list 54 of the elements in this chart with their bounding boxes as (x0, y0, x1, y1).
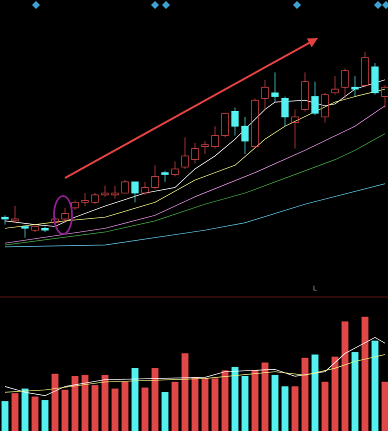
bar (12, 393, 18, 431)
candlestick (281, 96, 289, 127)
candlestick (201, 140, 209, 154)
candlestick (241, 116, 249, 154)
candlestick (351, 76, 359, 97)
candlestick (41, 226, 49, 232)
bar (262, 362, 268, 431)
bar (142, 387, 148, 431)
candlestick (361, 52, 369, 88)
candlestick (271, 72, 279, 102)
bar (122, 382, 128, 431)
candlestick (321, 92, 329, 123)
bar (2, 401, 8, 431)
candlestick (291, 109, 299, 149)
bar (52, 374, 58, 431)
bar (272, 374, 278, 431)
candlestick (191, 142, 199, 164)
bar (232, 366, 238, 431)
candlestick (121, 180, 129, 194)
candlestick (101, 185, 109, 198)
bar (322, 382, 328, 431)
bar (382, 382, 388, 431)
candlestick (11, 206, 19, 224)
candlestick (231, 107, 239, 136)
candlestick (31, 224, 39, 232)
candlestick (21, 226, 29, 238)
candlestick (161, 170, 169, 182)
bar (32, 396, 38, 431)
candlestick (171, 161, 179, 177)
candlestick (251, 98, 259, 149)
bar (242, 376, 248, 431)
candlestick (111, 185, 119, 199)
candlestick (81, 192, 89, 206)
candlestick (371, 62, 379, 96)
candlestick (261, 79, 269, 110)
candlestick (1, 214, 9, 225)
bar (302, 358, 308, 431)
candlestick (61, 208, 69, 224)
candlestick (91, 192, 99, 205)
bar (42, 400, 48, 431)
bar (132, 368, 138, 431)
bar (312, 354, 318, 431)
candlestick (181, 137, 189, 170)
bar (22, 388, 28, 431)
candlestick (331, 76, 339, 96)
candlestick (131, 182, 139, 203)
candlestick (71, 200, 79, 210)
candlestick (221, 112, 229, 138)
candlestick (341, 68, 349, 99)
candlestick (141, 182, 149, 196)
candlestick (301, 72, 309, 112)
candlestick (211, 126, 219, 149)
candlestick (311, 81, 319, 116)
candlestick (151, 164, 159, 190)
